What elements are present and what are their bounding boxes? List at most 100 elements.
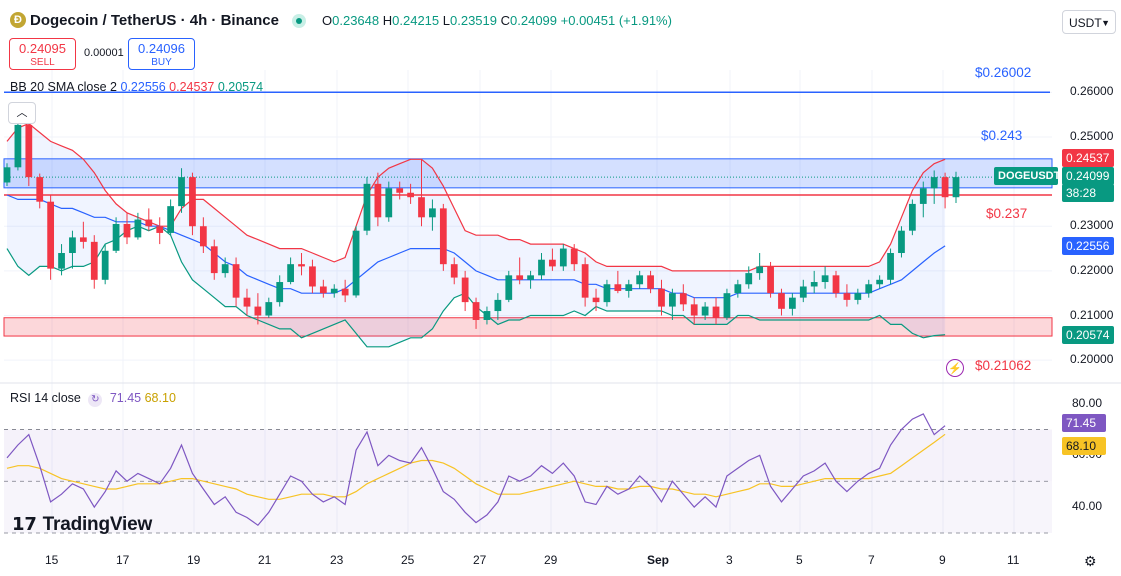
candle-body <box>47 201 55 269</box>
rsi-legend[interactable]: RSI 14 close ↻ 71.45 68.10 <box>10 391 176 407</box>
candle-body <box>298 264 305 267</box>
rsi-value: 71.45 <box>109 391 142 405</box>
candlestick-series <box>3 119 960 329</box>
time-tick-label: 23 <box>330 553 344 567</box>
rsi-tick-label: 80.00 <box>1072 395 1103 410</box>
time-tick-label: 21 <box>258 553 272 567</box>
bb-lower-value: 0.20574 <box>217 80 264 94</box>
candle <box>854 288 862 305</box>
candle-body <box>243 297 251 307</box>
ohlc-high-key: H <box>382 13 393 28</box>
currency-value: USDT <box>1069 16 1102 30</box>
sell-button[interactable]: 0.24095 SELL <box>9 38 76 70</box>
candle <box>418 159 425 227</box>
symbol-title[interactable]: Dogecoin / TetherUS · 4h · Binance <box>30 12 279 29</box>
candle-body <box>330 288 338 294</box>
candle-body <box>363 183 371 231</box>
collapse-legend-button[interactable]: ︿ <box>8 102 36 124</box>
bb-basis-value: 0.22556 <box>120 80 166 94</box>
candle-body <box>701 306 709 316</box>
candle <box>450 257 458 285</box>
candle <box>658 279 665 316</box>
bb-legend[interactable]: BB 20 SMA close 2 0.22556 0.24537 0.2057… <box>10 80 263 94</box>
candle <box>58 244 65 276</box>
bb-basis-line <box>6 194 946 299</box>
candle-body <box>385 188 393 218</box>
time-tick-label: Sep <box>647 553 670 567</box>
candle-body <box>189 177 196 227</box>
settings-gear-icon[interactable]: ⚙ <box>1084 553 1097 569</box>
candle <box>178 168 185 213</box>
ohlc-open: 0.23648 <box>332 13 380 28</box>
candle <box>952 171 960 204</box>
candle <box>527 270 534 289</box>
candle <box>101 244 109 285</box>
currency-select[interactable]: USDT ▼ <box>1062 10 1116 34</box>
candle <box>625 279 633 298</box>
time-tick-label: 25 <box>401 553 415 567</box>
candle-body <box>745 273 753 285</box>
buy-button[interactable]: 0.24096 BUY <box>128 38 195 70</box>
buy-label: BUY <box>151 57 172 68</box>
candle <box>516 257 524 285</box>
candle-body <box>581 264 589 298</box>
rsi-tag: 68.10 <box>1062 437 1106 456</box>
spread-value: 0.00001 <box>84 47 124 59</box>
candle <box>549 248 556 271</box>
candle <box>123 212 131 245</box>
candle <box>745 266 753 289</box>
candle <box>505 270 513 303</box>
bb-fill-area <box>7 123 946 347</box>
buy-price: 0.24096 <box>138 41 185 56</box>
candle-body <box>341 288 349 296</box>
time-tick-label: 3 <box>726 553 733 567</box>
candle-body <box>472 302 480 320</box>
candle <box>199 217 207 254</box>
candle-body <box>494 299 502 312</box>
candle-body <box>101 250 109 280</box>
ohlc-readout: O0.23648 H0.24215 L0.23519 C0.24099 +0.0… <box>322 13 672 28</box>
candle-body <box>145 219 153 227</box>
candle <box>79 221 87 249</box>
candle <box>865 279 873 298</box>
candle <box>876 275 884 289</box>
candle-body <box>712 306 720 318</box>
candle-body <box>69 237 76 254</box>
bb-label: BB 20 SMA close 2 <box>10 80 118 94</box>
candle <box>232 257 240 307</box>
rsi-label: RSI 14 close <box>10 391 81 405</box>
candle-body <box>908 203 916 231</box>
candle-body <box>538 259 545 276</box>
candle <box>69 230 76 269</box>
candle <box>156 217 164 245</box>
candle <box>374 172 382 227</box>
bb-upper-value: 0.24537 <box>169 80 215 94</box>
candle <box>25 121 33 187</box>
brand-name: TradingView <box>42 514 153 535</box>
candle <box>385 181 393 222</box>
candle <box>36 173 44 209</box>
candle-body <box>287 264 294 283</box>
candle-body <box>178 177 185 207</box>
candle <box>341 279 349 303</box>
candle <box>636 270 644 289</box>
chevron-up-icon: ︿ <box>16 107 28 119</box>
candle <box>712 297 720 325</box>
time-tick-label: 19 <box>187 553 201 567</box>
candle-body <box>232 264 240 298</box>
candle-body <box>898 230 905 254</box>
candle-body <box>396 188 404 193</box>
rsi-band-fill-lower <box>4 481 1052 533</box>
candle-body <box>559 248 567 267</box>
candle <box>701 302 709 320</box>
candle-body <box>407 192 414 198</box>
candle-body <box>461 277 469 303</box>
candle-body <box>832 275 840 294</box>
candle-body <box>865 284 873 294</box>
candle <box>265 297 273 318</box>
candle-body <box>134 219 142 238</box>
symbol-tag: DOGEUSDT <box>994 167 1060 186</box>
lightning-icon[interactable]: ⚡ <box>946 359 964 377</box>
candle-body <box>570 248 578 265</box>
